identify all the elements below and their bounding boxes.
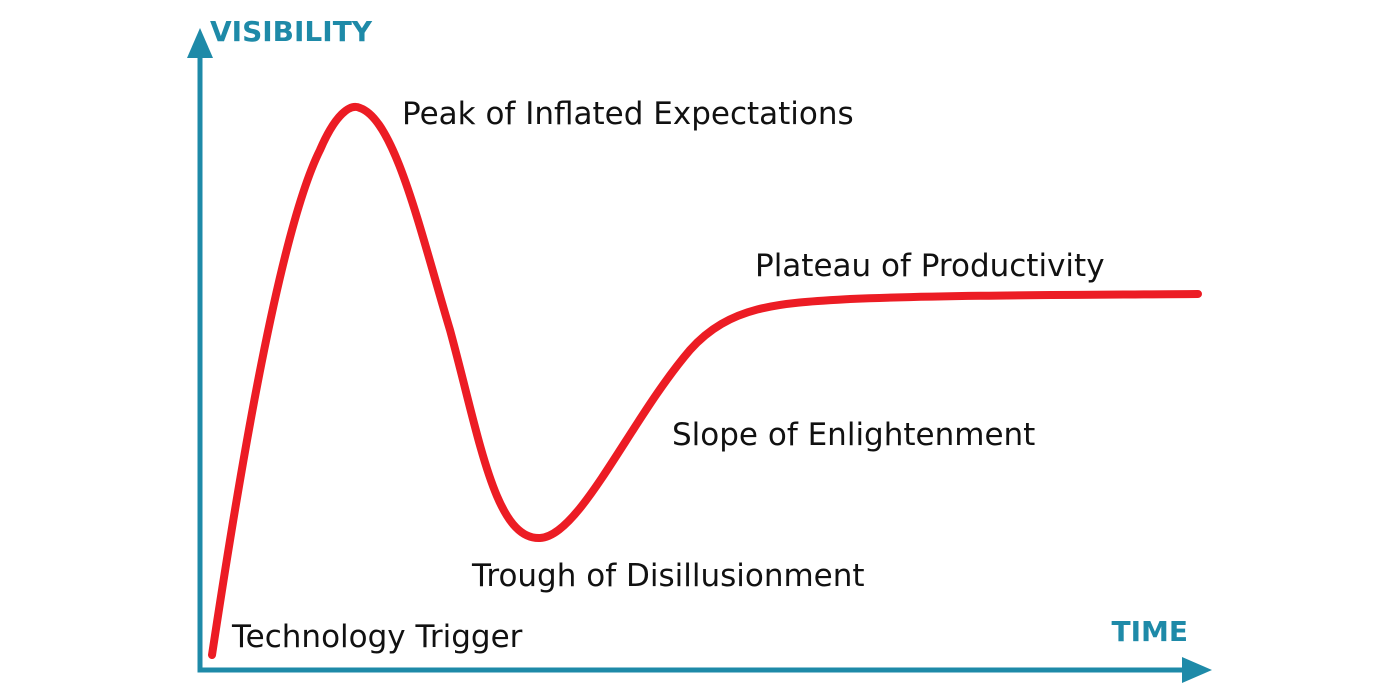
x-axis-arrow-icon <box>1182 657 1212 683</box>
y-axis-title: VISIBILITY <box>210 15 373 48</box>
phase-label-plateau: Plateau of Productivity <box>755 248 1105 284</box>
x-axis-title: TIME <box>1111 615 1188 648</box>
phase-label-trough: Trough of Disillusionment <box>471 558 865 594</box>
hype-cycle-curve <box>208 102 1202 659</box>
phase-label-slope: Slope of Enlightenment <box>672 417 1035 453</box>
phase-label-peak: Peak of Inflated Expectations <box>402 96 854 132</box>
phase-label-technology-trigger: Technology Trigger <box>231 619 523 655</box>
y-axis-arrow-icon <box>187 28 213 58</box>
